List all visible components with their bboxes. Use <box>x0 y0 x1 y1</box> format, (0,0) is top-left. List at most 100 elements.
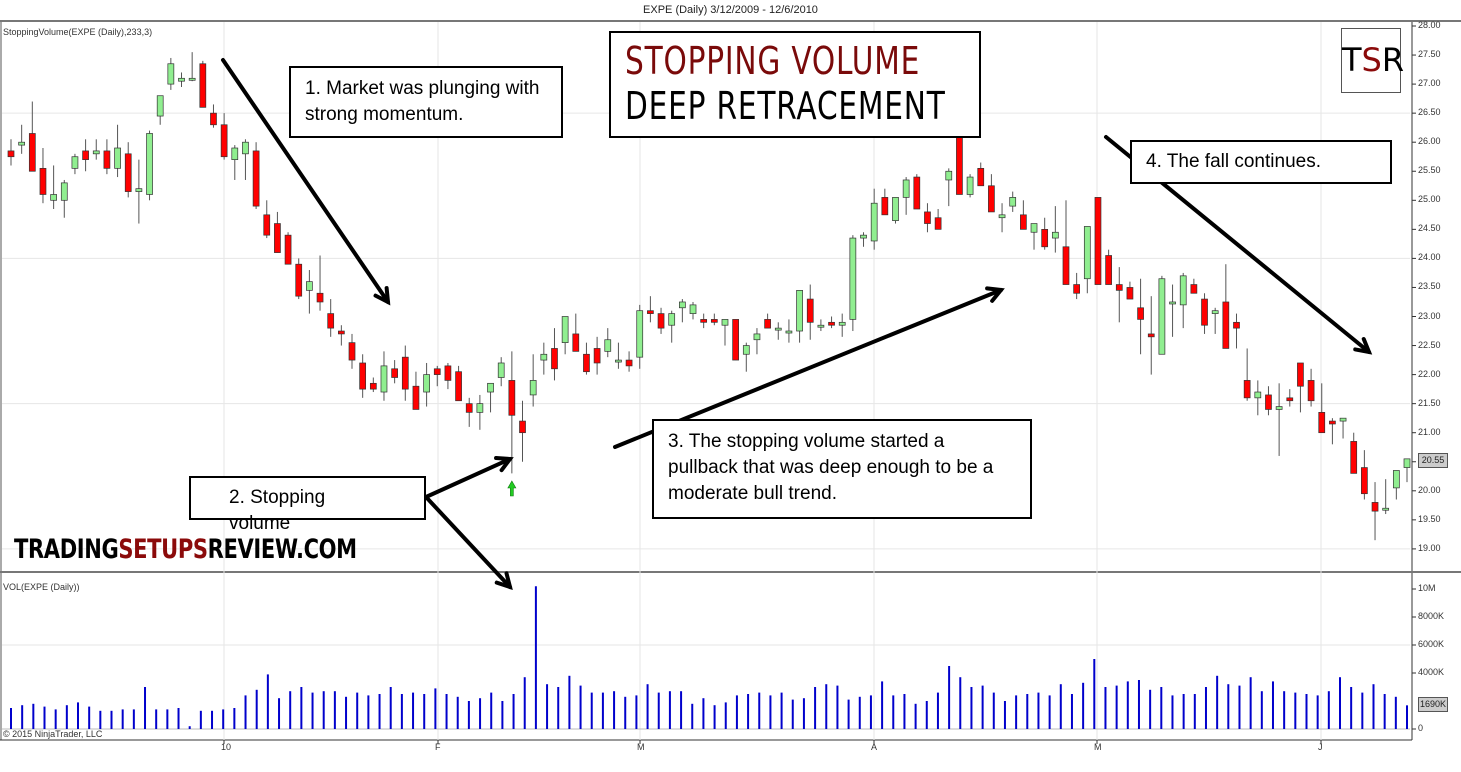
price-tick-label: 26.00 <box>1418 136 1441 147</box>
up-candle <box>497 362 505 378</box>
down-candle <box>1350 441 1358 474</box>
down-candle <box>7 150 15 158</box>
volume-tick-label: 0 <box>1418 723 1424 733</box>
down-candle <box>572 333 580 352</box>
volume-tick-label: 10M <box>1418 583 1436 593</box>
down-candle <box>1073 284 1080 294</box>
annotation-arrow-2a <box>424 457 512 499</box>
up-candle <box>615 359 622 363</box>
up-candle <box>1179 275 1187 306</box>
down-candle <box>391 368 398 378</box>
up-candle <box>860 234 867 239</box>
down-candle <box>881 197 889 216</box>
down-candle <box>1062 246 1070 285</box>
price-tick-label: 19.50 <box>1418 513 1441 524</box>
price-tick-label: 21.50 <box>1418 397 1441 408</box>
up-candle <box>1403 458 1411 468</box>
down-candle <box>263 214 271 236</box>
down-candle <box>295 263 303 297</box>
down-candle <box>1115 284 1123 291</box>
price-tick-label: 23.50 <box>1418 281 1441 292</box>
down-candle <box>924 211 931 224</box>
down-candle <box>806 298 814 323</box>
price-tick-label: 21.00 <box>1418 426 1441 437</box>
time-tick-label: F <box>435 742 441 752</box>
up-candle <box>668 313 676 326</box>
down-candle <box>1147 333 1155 338</box>
volume-tick-label: 8000K <box>1418 611 1445 621</box>
logo-s: S <box>1361 41 1382 79</box>
up-candle <box>689 304 697 314</box>
down-candle <box>1297 362 1304 387</box>
down-candle <box>1265 394 1272 410</box>
up-candle <box>796 290 803 332</box>
down-candle <box>700 319 708 323</box>
down-candle <box>1094 197 1102 285</box>
price-tick-label: 28.00 <box>1418 20 1441 30</box>
annotation-2: 2. Stopping volume <box>189 476 426 534</box>
price-tick-label: 24.50 <box>1418 223 1441 234</box>
up-candle <box>721 319 729 326</box>
up-candle <box>1169 301 1176 305</box>
volume-panel-label: VOL(EXPE (Daily)) <box>3 582 80 592</box>
down-candle <box>455 371 462 402</box>
down-candle <box>732 319 739 361</box>
up-candle <box>1009 197 1017 207</box>
down-candle <box>124 153 132 192</box>
down-candle <box>1286 397 1294 402</box>
down-candle <box>551 348 558 370</box>
annotation-arrow-1-head <box>373 286 391 306</box>
annotation-arrow-3-head <box>985 286 1005 303</box>
price-tick-label: 23.00 <box>1418 310 1441 321</box>
down-candle <box>1361 467 1368 495</box>
annotation-1: 1. Market was plunging with strong momen… <box>289 66 563 138</box>
down-candle <box>828 321 835 326</box>
up-candle <box>1392 470 1400 489</box>
up-candle <box>1030 223 1038 233</box>
up-candle <box>742 345 750 355</box>
up-candle <box>1211 310 1219 314</box>
up-candle <box>774 327 782 331</box>
down-candle <box>327 313 335 329</box>
price-tick-label: 27.00 <box>1418 78 1441 89</box>
up-candle <box>1254 391 1262 399</box>
annotation-4: 4. The fall continues. <box>1130 140 1392 184</box>
price-tick-label: 27.50 <box>1418 49 1441 60</box>
up-candle <box>71 156 79 169</box>
down-candle <box>465 403 473 413</box>
up-candle <box>50 194 57 201</box>
down-candle <box>647 310 654 314</box>
up-candle <box>849 237 857 320</box>
down-candle <box>82 150 89 160</box>
watermark-part2: SETUPS <box>118 534 208 565</box>
down-candle <box>977 167 985 187</box>
up-candle <box>1382 507 1390 511</box>
up-candle <box>561 316 569 343</box>
down-candle <box>220 124 228 158</box>
down-candle <box>369 382 377 390</box>
up-candle <box>92 150 100 155</box>
down-candle <box>657 313 665 329</box>
down-candle <box>1190 284 1198 294</box>
up-candle <box>60 182 68 201</box>
window-title: EXPE (Daily) 3/12/2009 - 12/6/2010 <box>643 4 818 16</box>
down-candle <box>1105 255 1112 285</box>
down-candle <box>433 368 441 375</box>
copyright-text: © 2015 NinjaTrader, LLC <box>3 729 103 739</box>
time-tick-label: 10 <box>221 742 232 752</box>
indicator-label: StoppingVolume(EXPE (Daily),233,3) <box>3 27 153 37</box>
price-tick-label: 20.00 <box>1418 484 1441 495</box>
up-candle <box>604 339 612 352</box>
up-candle <box>1158 278 1166 355</box>
up-candle <box>476 403 484 413</box>
price-tick-label: 26.50 <box>1418 107 1441 118</box>
down-candle <box>764 319 771 329</box>
down-candle <box>338 330 345 335</box>
down-candle <box>583 353 590 373</box>
up-candle <box>231 147 239 160</box>
up-candle <box>679 301 686 309</box>
up-candle <box>242 141 249 155</box>
price-tick-label: 19.00 <box>1418 542 1441 553</box>
last-volume-tag: 1690K <box>1418 697 1448 712</box>
